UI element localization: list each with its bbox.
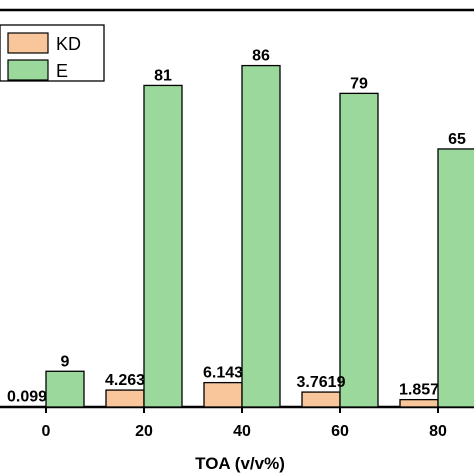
value-labels-group: 0.099 9 4.263 81 6.143 86 3.7619 79 1.857 65 <box>7 48 466 406</box>
bar-e-60 <box>339 92 379 408</box>
bar-kd-40 <box>203 381 243 408</box>
bar-kd-60 <box>301 391 341 408</box>
legend: KD E <box>0 24 105 82</box>
bars-group <box>7 64 474 408</box>
legend-swatch-kd <box>7 32 49 54</box>
legend-label-e: E <box>56 61 68 81</box>
value-label-e-20: 81 <box>154 67 172 84</box>
value-label-e-60: 79 <box>350 75 368 92</box>
x-tick-label-80: 80 <box>429 423 447 440</box>
bar-e-40 <box>241 64 281 408</box>
x-tick-label-60: 60 <box>331 423 349 440</box>
x-tick-label-0: 0 <box>42 423 51 440</box>
value-label-e-40: 86 <box>252 48 270 65</box>
x-tick-label-40: 40 <box>233 423 251 440</box>
value-label-e-0: 9 <box>61 353 70 370</box>
bar-kd-20 <box>105 389 145 408</box>
x-tick-label-20: 20 <box>135 423 153 440</box>
value-label-kd-80: 1.857 <box>399 382 439 399</box>
legend-swatch-e <box>7 59 49 81</box>
value-label-kd-60: 3.7619 <box>297 374 346 391</box>
bar-e-20 <box>143 84 183 408</box>
bar-e-0 <box>45 370 85 408</box>
x-axis-title: TOA (v/v%) <box>195 454 285 473</box>
value-label-e-80: 65 <box>448 131 466 148</box>
legend-label-kd: KD <box>56 34 81 54</box>
bar-kd-80 <box>399 398 439 408</box>
x-axis-ticks: 0 20 40 60 80 <box>42 407 447 440</box>
bar-e-80 <box>437 148 474 408</box>
value-label-kd-40: 6.143 <box>203 365 243 382</box>
value-label-kd-20: 4.263 <box>105 372 145 389</box>
value-label-kd-0: 0.099 <box>7 389 47 406</box>
